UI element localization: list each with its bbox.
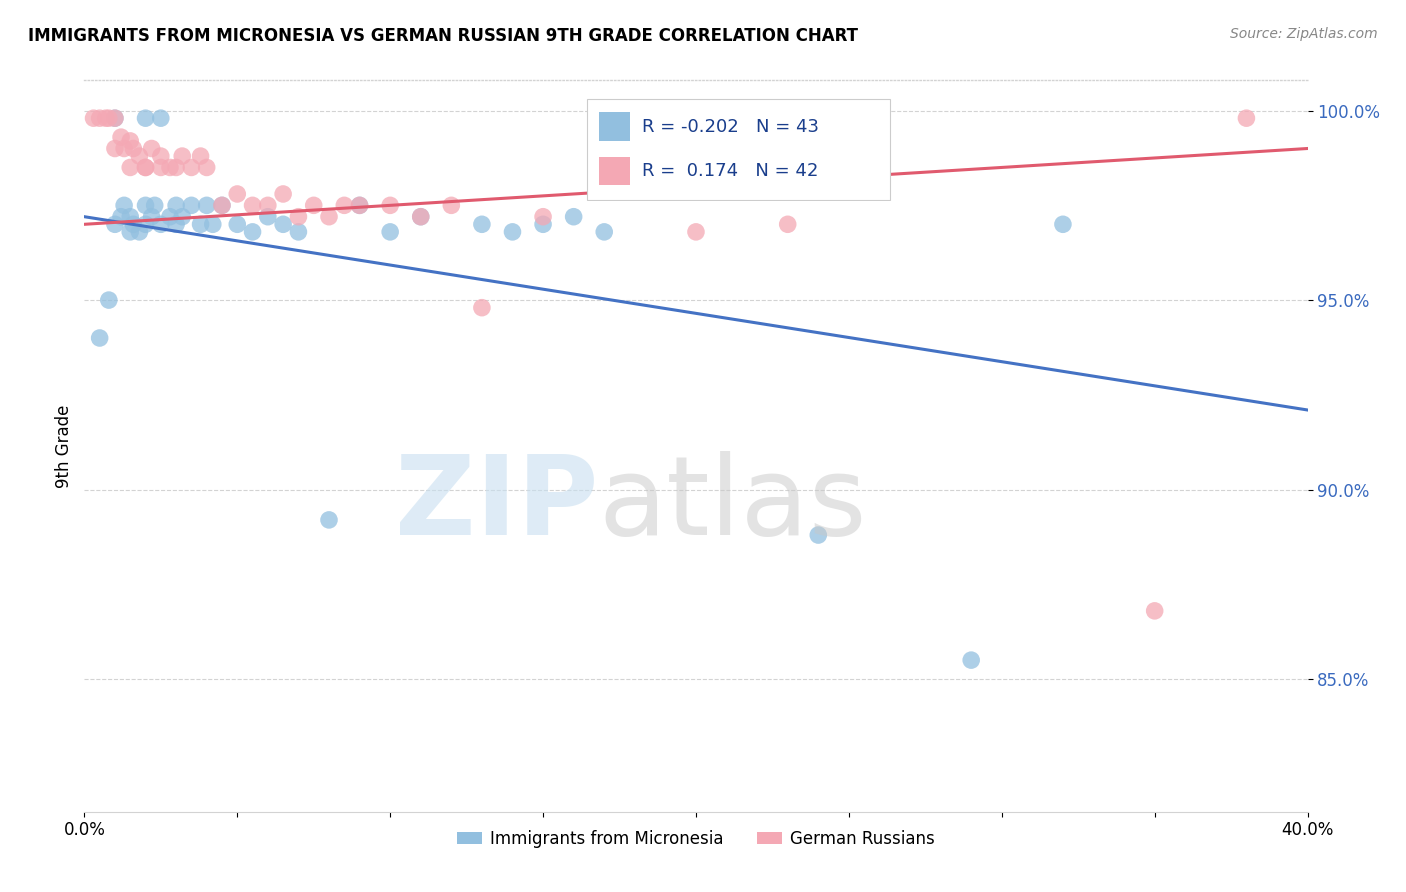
Point [211,198,233,212]
Point [190,217,212,231]
Y-axis label: 9th Grade: 9th Grade [55,404,73,488]
Point [97,111,120,125]
Point [149,217,172,231]
Point [471,217,494,231]
Point [159,210,181,224]
Point [287,225,309,239]
Point [165,198,187,212]
Point [685,225,707,239]
Point [94,111,117,125]
Point [302,198,325,212]
Point [120,161,142,175]
Point [143,198,166,212]
Point [112,141,135,155]
Point [89,331,111,345]
Point [110,210,132,224]
Point [190,149,212,163]
Point [104,111,127,125]
Point [122,217,145,231]
Bar [599,157,630,186]
Text: IMMIGRANTS FROM MICRONESIA VS GERMAN RUSSIAN 9TH GRADE CORRELATION CHART: IMMIGRANTS FROM MICRONESIA VS GERMAN RUS… [28,27,858,45]
Point [104,217,127,231]
Point [180,198,202,212]
Point [1052,217,1074,231]
Point [318,513,340,527]
Point [257,198,280,212]
Point [110,130,132,145]
Point [83,111,105,125]
Point [135,161,157,175]
Point [349,198,371,212]
Point [471,301,494,315]
Point [333,198,356,212]
Point [120,210,142,224]
Point [97,293,120,307]
Point [112,198,135,212]
Point [180,161,202,175]
Point [122,141,145,155]
Text: ZIP: ZIP [395,451,598,558]
Point [1143,604,1166,618]
Bar [599,112,630,141]
Point [409,210,432,224]
Point [89,111,111,125]
Point [257,210,280,224]
Point [380,225,402,239]
Point [165,217,187,231]
Point [271,217,294,231]
Point [1236,111,1258,125]
Point [562,210,585,224]
Point [531,217,554,231]
Point [380,198,402,212]
Point [141,141,163,155]
Legend: Immigrants from Micronesia, German Russians: Immigrants from Micronesia, German Russi… [450,823,942,855]
Point [135,161,157,175]
Point [135,198,157,212]
Point [149,111,172,125]
Point [226,186,249,201]
Point [211,198,233,212]
Text: R = -0.202   N = 43: R = -0.202 N = 43 [643,118,820,136]
Point [776,217,799,231]
Point [242,225,264,239]
FancyBboxPatch shape [586,99,890,200]
Point [195,161,218,175]
Text: R =  0.174   N = 42: R = 0.174 N = 42 [643,162,818,180]
Point [807,528,830,542]
Point [149,161,172,175]
Point [104,111,127,125]
Text: Source: ZipAtlas.com: Source: ZipAtlas.com [1230,27,1378,41]
Point [120,134,142,148]
Point [318,210,340,224]
Point [120,225,142,239]
Point [165,161,187,175]
Point [502,225,524,239]
Point [409,210,432,224]
Point [242,198,264,212]
Point [960,653,983,667]
Point [271,186,294,201]
Point [201,217,224,231]
Point [128,149,150,163]
Point [440,198,463,212]
Text: atlas: atlas [598,451,866,558]
Point [349,198,371,212]
Point [128,225,150,239]
Point [135,217,157,231]
Point [135,111,157,125]
Point [172,210,194,224]
Point [195,198,218,212]
Point [593,225,616,239]
Point [226,217,249,231]
Point [104,141,127,155]
Point [159,161,181,175]
Point [149,149,172,163]
Point [531,210,554,224]
Point [141,210,163,224]
Point [172,149,194,163]
Point [287,210,309,224]
